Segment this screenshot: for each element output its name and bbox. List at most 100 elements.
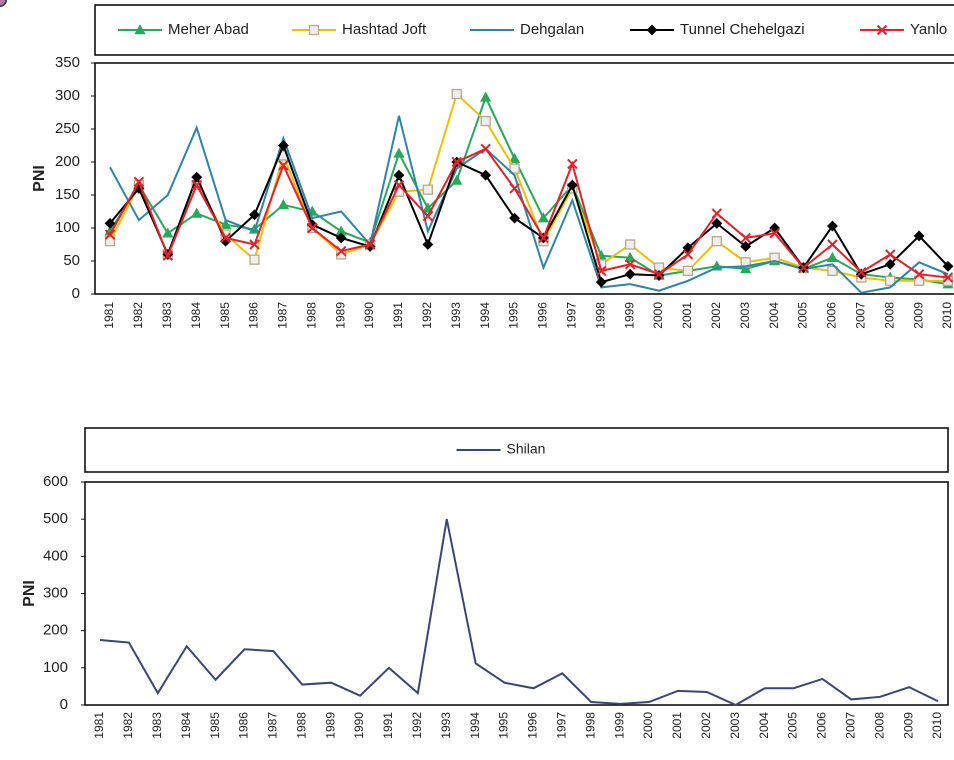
marker (249, 239, 260, 250)
marker (711, 217, 723, 229)
marker (827, 239, 838, 250)
marker (624, 268, 636, 280)
marker (827, 265, 838, 277)
x-tick-label: 1992 (410, 712, 424, 739)
marker (422, 210, 434, 222)
x-tick-label: 1988 (304, 302, 318, 329)
x-tick-label: 1994 (478, 302, 492, 329)
x-tick-label: 1990 (352, 712, 366, 739)
legend-label: Shilan (507, 441, 546, 457)
marker (856, 267, 867, 278)
marker (277, 199, 289, 210)
x-tick-label: 1985 (218, 302, 232, 329)
marker (653, 268, 665, 280)
marker (335, 245, 347, 257)
marker (740, 241, 752, 252)
x-tick-label: 1985 (208, 712, 222, 739)
marker (913, 230, 925, 242)
series-line (109, 94, 949, 286)
y-tick-label: 300 (43, 584, 68, 601)
x-tick-label: 2010 (930, 712, 944, 739)
x-tick-label: 1998 (593, 302, 607, 329)
plot-frame (84, 481, 949, 706)
x-tick-label: 1987 (276, 302, 290, 329)
marker (624, 251, 636, 262)
marker (537, 212, 550, 223)
x-tick-label: 2005 (786, 712, 800, 739)
legend-label: Tunnel Chehelgazi (680, 21, 805, 38)
marker (711, 208, 723, 219)
marker (769, 228, 780, 239)
x-tick-label: 1991 (391, 302, 405, 329)
x-tick-label: 2006 (825, 302, 839, 329)
x-tick-label: 2008 (872, 712, 886, 739)
x-tick-label: 2006 (815, 712, 829, 739)
marker (278, 160, 289, 171)
y-tick-label: 0 (60, 696, 68, 713)
y-tick-label: 200 (43, 622, 68, 639)
x-tick-label: 2001 (670, 712, 684, 739)
x-tick-label: 2002 (699, 712, 713, 739)
marker (884, 258, 896, 270)
marker (220, 232, 231, 244)
marker (595, 276, 607, 288)
marker (913, 275, 925, 286)
marker (335, 232, 347, 244)
x-tick-label: 1988 (294, 712, 308, 739)
x-tick-label: 1981 (92, 712, 106, 739)
marker (769, 252, 780, 263)
x-tick-label: 1989 (333, 302, 347, 329)
marker (538, 232, 549, 244)
x-tick-label: 1991 (381, 712, 395, 739)
x-tick-label: 1984 (189, 302, 203, 329)
x-tick-label: 1998 (583, 712, 597, 739)
x-tick-label: 2003 (728, 712, 742, 739)
marker (942, 260, 954, 272)
marker (826, 220, 838, 232)
x-tick-label: 2000 (641, 712, 655, 739)
series-line (109, 142, 949, 284)
legend-marker (646, 24, 658, 36)
x-tick-label: 1981 (102, 302, 116, 329)
legend-label: Dehgalan (520, 21, 584, 38)
marker (162, 227, 174, 238)
marker (509, 163, 520, 174)
marker (740, 263, 752, 274)
x-tick-label: 1983 (150, 712, 164, 739)
legend-label: Hashtad Joft (342, 21, 427, 38)
marker (393, 169, 405, 181)
marker (567, 158, 578, 170)
marker (104, 236, 116, 247)
y-tick-label: 250 (55, 120, 80, 137)
x-tick-label: 2003 (738, 302, 752, 329)
y-tick-label: 150 (55, 186, 80, 203)
x-tick-label: 1996 (526, 712, 540, 739)
marker (885, 275, 896, 286)
marker (249, 254, 260, 265)
marker (596, 265, 607, 277)
x-tick-label: 1997 (555, 712, 569, 739)
x-tick-label: 1992 (420, 302, 434, 329)
chart: Meher Abad Hashtad Joft Dehgalan Tunnel Che… (0, 0, 954, 329)
x-tick-label: 2007 (853, 302, 867, 329)
x-tick-label: 1999 (612, 712, 626, 739)
marker (480, 169, 492, 181)
marker (624, 239, 636, 250)
legend-box (94, 4, 954, 56)
x-tick-label: 2005 (796, 302, 810, 329)
marker (219, 218, 232, 229)
marker (682, 265, 694, 277)
x-tick-label: 1982 (131, 302, 145, 329)
y-tick-label: 400 (43, 547, 68, 564)
x-tick-label: 1989 (323, 712, 337, 739)
x-tick-label: 1993 (449, 302, 463, 329)
marker (913, 268, 925, 280)
x-tick-label: 2001 (680, 302, 694, 329)
x-tick-label: 1990 (362, 302, 376, 329)
marker (191, 171, 203, 183)
marker (133, 176, 145, 188)
x-tick-label: 1984 (179, 712, 193, 739)
y-tick-label: 100 (43, 659, 68, 676)
